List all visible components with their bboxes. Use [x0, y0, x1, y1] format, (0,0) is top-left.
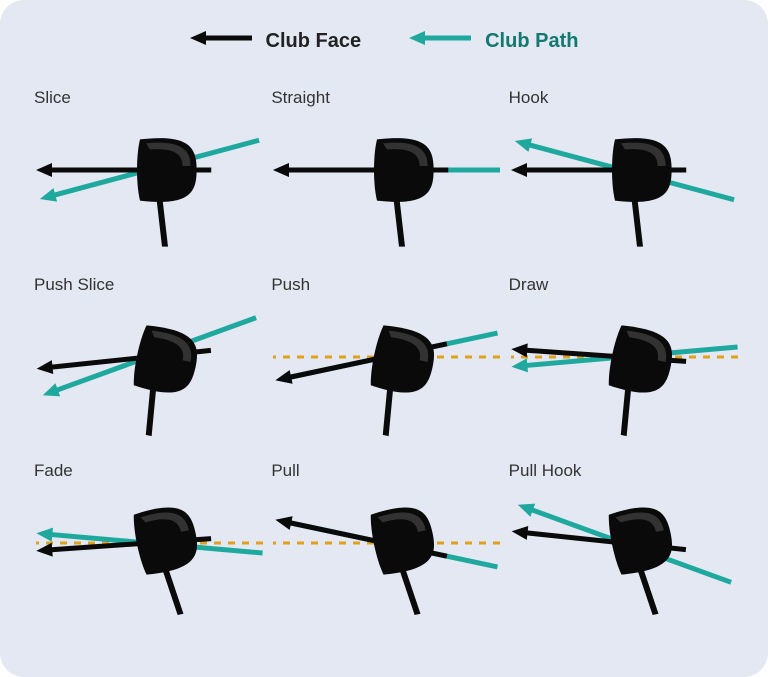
club-path-arrow-icon	[409, 28, 471, 54]
legend-face-label: Club Face	[266, 30, 362, 53]
shot-title: Straight	[271, 88, 330, 108]
shot-diagram	[503, 301, 743, 451]
shot-title: Pull	[271, 461, 299, 481]
legend-path-label: Club Path	[485, 30, 578, 53]
shot-title: Hook	[509, 88, 549, 108]
shot-title: Fade	[34, 461, 73, 481]
shot-cell: Push	[265, 269, 502, 456]
shot-diagram	[503, 114, 743, 264]
shot-diagram	[28, 114, 268, 264]
shot-cell: Push Slice	[28, 269, 265, 456]
shot-cell: Pull Hook	[503, 455, 740, 642]
shot-cell: Fade	[28, 455, 265, 642]
club-face-arrow-icon	[190, 28, 252, 54]
shot-diagram	[265, 114, 505, 264]
shot-diagram	[265, 487, 505, 637]
shot-title: Push	[271, 275, 310, 295]
shot-cell: Pull	[265, 455, 502, 642]
legend-item-face: Club Face	[190, 28, 362, 54]
shot-title: Push Slice	[34, 275, 114, 295]
shot-grid: Slice Straight Hook Push Slice	[28, 82, 740, 642]
legend-item-path: Club Path	[409, 28, 578, 54]
shot-diagram	[503, 487, 743, 637]
shot-cell: Slice	[28, 82, 265, 269]
shot-diagram	[265, 301, 505, 451]
shot-diagram	[28, 487, 268, 637]
golf-shot-shapes-card: Club Face Club Path Slice Straight Hook	[0, 0, 768, 677]
legend: Club Face Club Path	[28, 28, 740, 54]
shot-diagram	[28, 301, 268, 451]
shot-title: Pull Hook	[509, 461, 582, 481]
shot-title: Slice	[34, 88, 71, 108]
shot-cell: Draw	[503, 269, 740, 456]
shot-cell: Hook	[503, 82, 740, 269]
shot-title: Draw	[509, 275, 549, 295]
shot-cell: Straight	[265, 82, 502, 269]
